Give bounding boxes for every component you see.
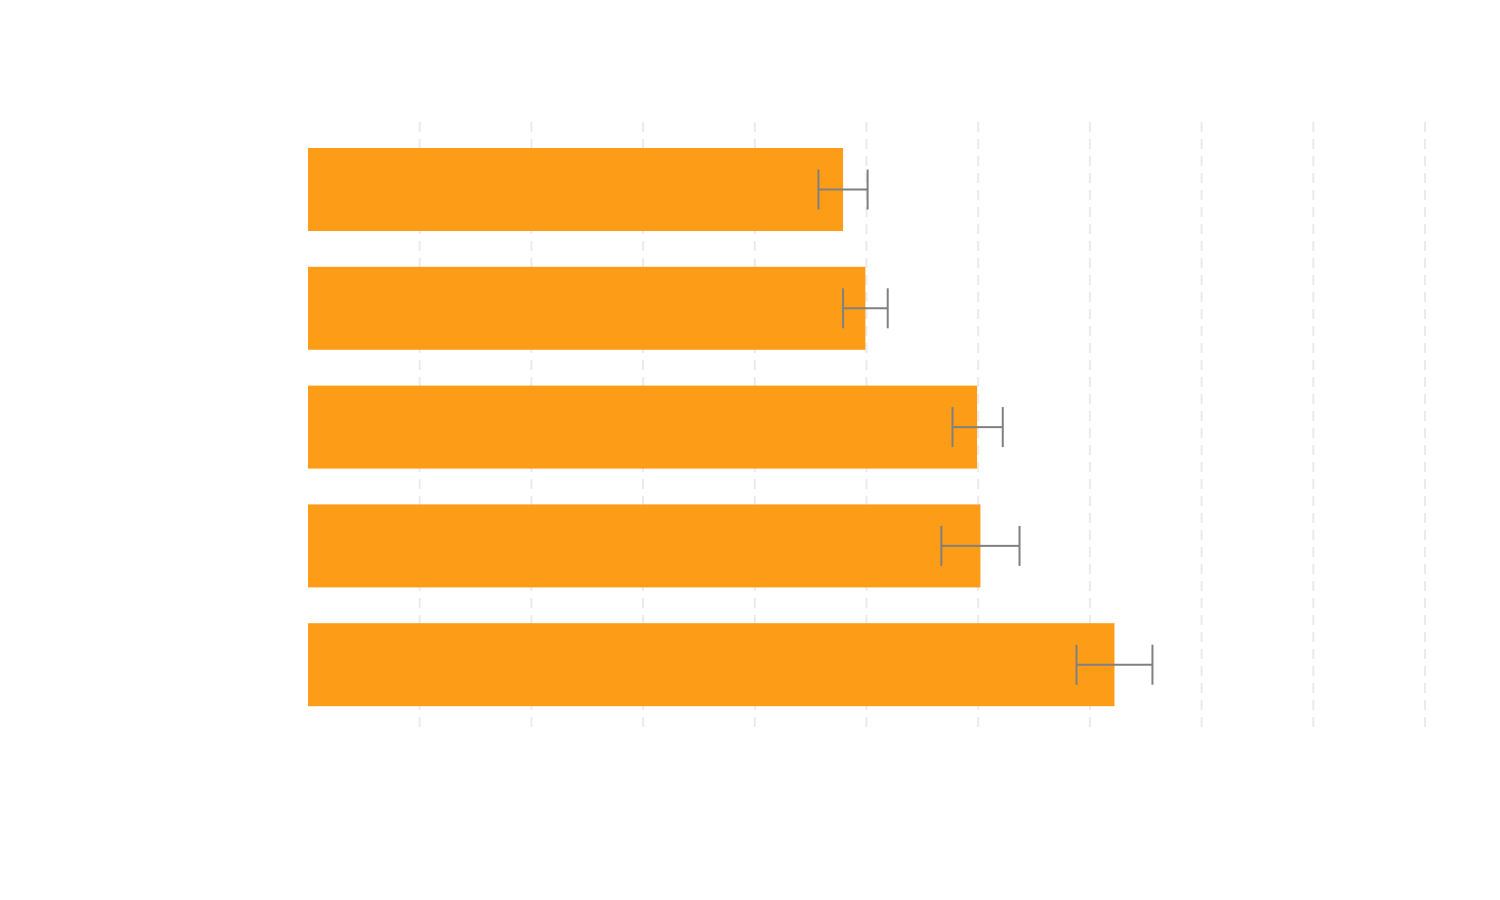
error-bar-5: [1075, 644, 1154, 685]
error-bar-1: [817, 169, 869, 210]
bar-5: [308, 623, 1115, 707]
error-bar-3: [951, 407, 1004, 448]
bars: [308, 148, 1115, 707]
bar-3: [308, 385, 978, 469]
bar-1: [308, 148, 844, 231]
bar-4: [308, 504, 981, 588]
bar-2: [308, 266, 866, 350]
error-bar-4: [940, 525, 1021, 566]
error-bars: [817, 169, 1154, 685]
error-bar-2: [842, 288, 889, 329]
